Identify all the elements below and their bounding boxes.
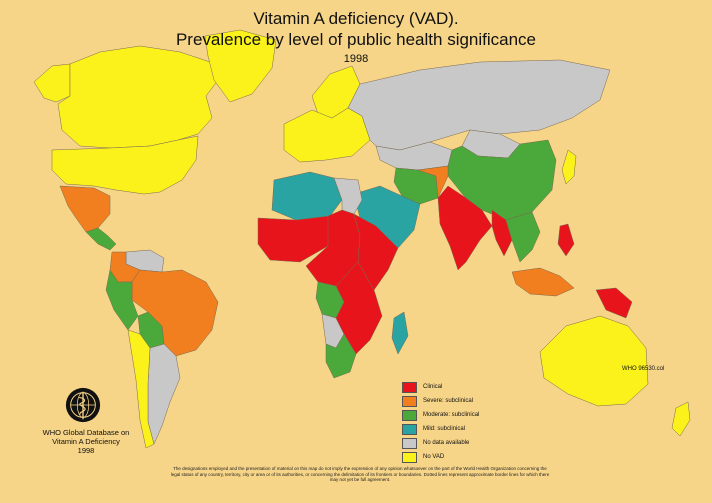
region-indonesia bbox=[511, 267, 575, 297]
who-line-1: WHO Global Database on bbox=[42, 428, 130, 437]
region-afghanistan bbox=[417, 165, 449, 199]
legend-item-mild: Mild: subclinical bbox=[402, 422, 479, 436]
region-philippines bbox=[557, 223, 575, 257]
map-title: Vitamin A deficiency (VAD). Prevalence b… bbox=[0, 8, 712, 66]
disclaimer: The designations employed and the presen… bbox=[170, 466, 550, 482]
region-china bbox=[447, 139, 557, 221]
region-greenland bbox=[204, 29, 277, 103]
who-emblem-icon bbox=[65, 387, 101, 423]
title-line-2: Prevalence by level of public health sig… bbox=[175, 30, 537, 49]
region-canada bbox=[57, 45, 219, 149]
legend-swatch-severe bbox=[402, 395, 417, 407]
legend-item-moderate: Moderate: subclinical bbox=[402, 408, 479, 422]
legend-label-mild: Mild: subclinical bbox=[423, 426, 466, 432]
who-line-3: 1998 bbox=[77, 446, 95, 455]
map-legend: Clinical Severe: subclinical Moderate: s… bbox=[402, 380, 479, 464]
region-japan bbox=[561, 149, 577, 185]
region-madagascar bbox=[391, 311, 409, 355]
legend-swatch-moderate bbox=[402, 409, 417, 421]
region-india bbox=[437, 185, 493, 271]
region-papua bbox=[595, 287, 633, 319]
legend-item-no-data: No data available bbox=[402, 436, 479, 450]
region-southeast-asia bbox=[505, 211, 541, 263]
region-west-africa bbox=[257, 215, 331, 263]
region-north-africa bbox=[271, 171, 343, 221]
legend-label-moderate: Moderate: subclinical bbox=[423, 412, 480, 418]
region-europe bbox=[283, 107, 371, 163]
region-argentina bbox=[147, 343, 181, 445]
legend-item-severe: Severe: subclinical bbox=[402, 394, 479, 408]
title-line-1: Vitamin A deficiency (VAD). bbox=[253, 9, 459, 28]
legend-swatch-no-data bbox=[402, 437, 417, 449]
region-south-africa bbox=[325, 333, 357, 379]
region-brazil bbox=[131, 269, 219, 357]
legend-swatch-no-vad bbox=[402, 451, 417, 463]
legend-label-no-vad: No VAD bbox=[423, 454, 445, 460]
who-line-2: Vitamin A Deficiency bbox=[52, 437, 120, 446]
map-code: WHO 96530.col bbox=[622, 366, 665, 372]
legend-label-no-data: No data available bbox=[423, 440, 470, 446]
legend-item-clinical: Clinical bbox=[402, 380, 479, 394]
legend-label-clinical: Clinical bbox=[423, 384, 443, 390]
region-australia bbox=[539, 315, 649, 407]
legend-swatch-mild bbox=[402, 423, 417, 435]
legend-item-no-vad: No VAD bbox=[402, 450, 479, 464]
region-southern-africa bbox=[335, 261, 383, 355]
region-chile bbox=[127, 329, 155, 449]
who-caption: WHO Global Database on Vitamin A Deficie… bbox=[36, 428, 136, 455]
region-new-zealand bbox=[671, 401, 691, 437]
region-united-states bbox=[51, 135, 199, 195]
region-central-america bbox=[85, 227, 117, 251]
region-mexico bbox=[59, 185, 111, 233]
region-east-africa bbox=[353, 213, 399, 291]
region-alaska bbox=[33, 63, 71, 103]
title-year: 1998 bbox=[343, 53, 369, 65]
legend-swatch-clinical bbox=[402, 381, 417, 393]
legend-label-severe: Severe: subclinical bbox=[423, 398, 474, 404]
